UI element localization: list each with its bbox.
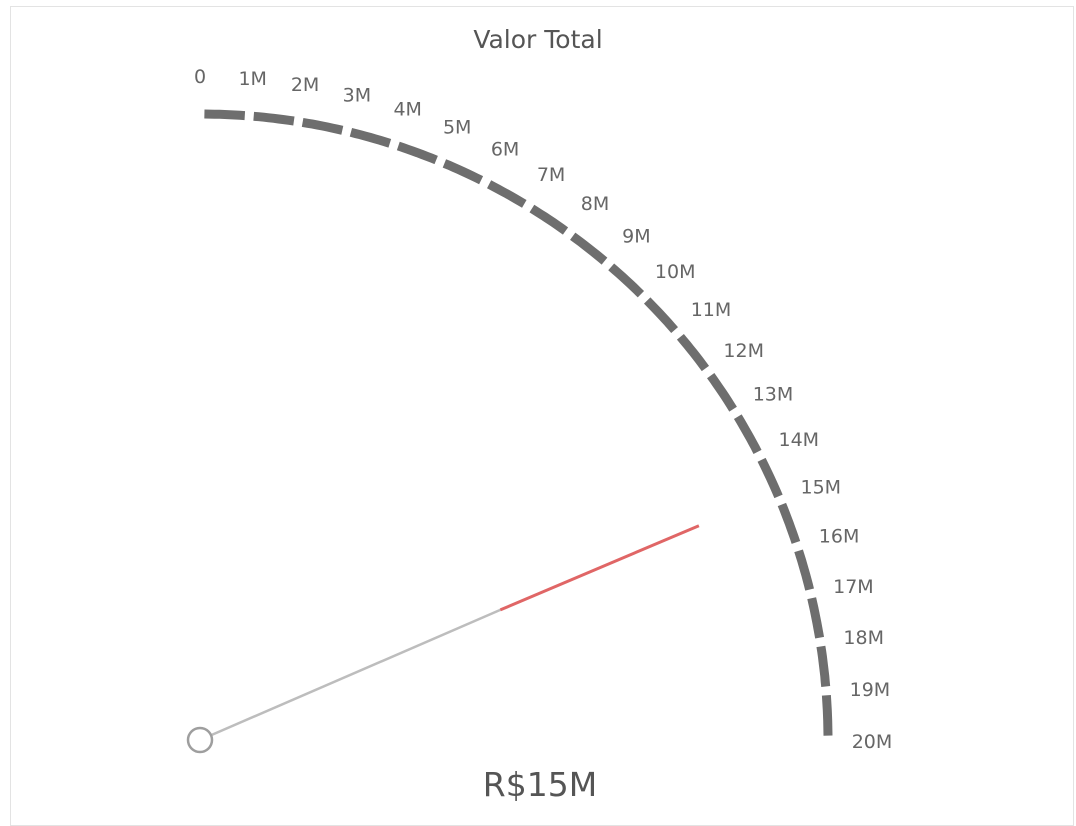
tick-label: 18M: [843, 627, 884, 649]
tick-label: 3M: [343, 84, 371, 106]
tick-label: 1M: [238, 68, 266, 90]
gauge-value-label: R$15M: [483, 765, 597, 804]
arc-segment: [442, 159, 484, 185]
tick-label: 14M: [779, 429, 820, 451]
tick-label: 16M: [819, 526, 860, 548]
tick-label: 20M: [852, 731, 893, 753]
arc-segment: [757, 457, 783, 499]
gauge-arc: [204, 109, 833, 736]
tick-label: 5M: [443, 117, 471, 139]
tick-label: 8M: [581, 193, 609, 215]
arc-segment: [608, 263, 645, 298]
tick-label: 7M: [537, 164, 565, 186]
arc-segment: [676, 333, 710, 372]
arc-segment: [487, 180, 527, 208]
tick-label: 13M: [753, 384, 794, 406]
tick-label: 6M: [491, 139, 519, 161]
arc-segment: [821, 695, 833, 736]
arc-segment: [396, 141, 438, 165]
gauge-visual[interactable]: [10, 6, 1074, 826]
tick-label: 11M: [691, 299, 732, 321]
arc-segment: [349, 127, 392, 148]
arc-segment: [733, 414, 762, 454]
needle-outer: [499, 524, 700, 612]
arc-segment: [570, 232, 608, 265]
tick-label: 10M: [655, 261, 696, 283]
tick-label: 17M: [833, 576, 874, 598]
tick-label: 19M: [850, 679, 891, 701]
tick-label: 0: [194, 66, 206, 88]
chart-title: Valor Total: [473, 25, 602, 54]
needle-inner: [199, 608, 501, 742]
tick-label: 15M: [801, 477, 842, 499]
arc-segment: [707, 373, 737, 412]
needle-pivot: [186, 726, 214, 754]
arc-segment: [529, 204, 569, 235]
tick-label: 9M: [622, 225, 650, 247]
arc-segment: [204, 109, 246, 121]
arc-segment: [301, 117, 344, 135]
arc-segment: [643, 297, 678, 334]
tick-label: 2M: [291, 74, 319, 96]
tick-label: 4M: [393, 99, 421, 121]
tick-label: 12M: [723, 340, 764, 362]
arc-segment: [794, 549, 814, 591]
arc-segment: [253, 111, 295, 126]
arc-segment: [777, 502, 801, 544]
arc-segment: [816, 645, 831, 687]
arc-segment: [807, 597, 825, 639]
